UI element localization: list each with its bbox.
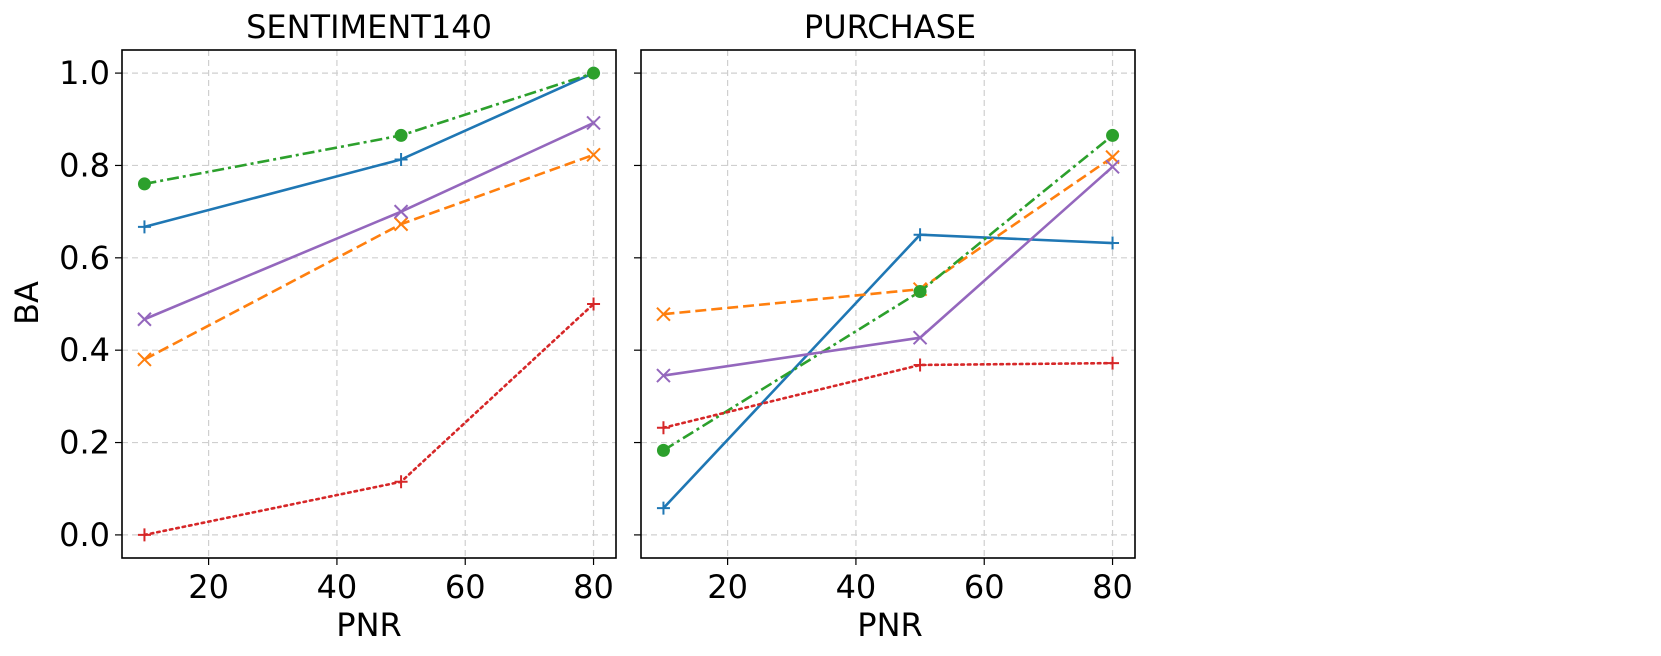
series-1	[137, 66, 601, 234]
data-point	[656, 306, 671, 322]
y-tick-label: 0.8	[59, 146, 110, 184]
series-2	[137, 147, 601, 367]
y-tick-label: 0.0	[59, 516, 110, 554]
data-point	[1106, 356, 1120, 370]
y-axis-label: BA	[8, 281, 46, 325]
data-point	[394, 152, 408, 166]
y-tick-label: 1.0	[59, 54, 110, 92]
chart-title: SENTIMENT140	[246, 8, 492, 46]
data-point	[912, 330, 928, 345]
plot-frame	[121, 49, 617, 559]
data-point	[656, 368, 671, 383]
data-point	[913, 285, 927, 299]
x-axis-label: PNR	[336, 606, 401, 644]
grid	[641, 50, 1135, 558]
plot-frame	[640, 49, 1136, 559]
grid	[122, 50, 616, 558]
x-tick-label: 20	[707, 568, 748, 606]
data-point	[394, 128, 408, 142]
data-point	[1106, 236, 1120, 250]
y-tick-label: 0.4	[59, 331, 110, 369]
data-point	[137, 220, 151, 234]
data-point	[137, 177, 151, 191]
x-tick-label: 40	[836, 568, 877, 606]
series-line	[663, 156, 1114, 316]
series-line	[662, 361, 1114, 430]
data-point	[656, 421, 670, 435]
x-tick-label: 40	[317, 568, 358, 606]
data-point	[913, 228, 927, 242]
series-line	[662, 233, 1113, 510]
series-3	[137, 66, 601, 191]
x-tick-label: 60	[445, 568, 486, 606]
series-4	[656, 356, 1120, 435]
series-3	[656, 128, 1120, 457]
data-point	[1106, 128, 1120, 142]
series-5	[656, 159, 1120, 383]
data-point	[586, 147, 601, 163]
data-point	[586, 115, 601, 131]
series-line	[663, 165, 1114, 377]
data-point	[587, 297, 601, 311]
data-point	[587, 66, 601, 80]
y-tick-label: 0.2	[59, 424, 110, 462]
series-line	[143, 121, 595, 321]
chart-panel-sentiment140: SENTIMENT140 BA PNR 20 40 60 80 0.0 0.2 0.4 0.6…	[8, 8, 617, 644]
x-tick-label: 80	[573, 568, 614, 606]
series-line	[143, 153, 594, 361]
data-point	[656, 501, 670, 515]
series-2	[656, 149, 1120, 322]
data-point	[1105, 159, 1120, 175]
x-tick-label: 80	[1092, 568, 1133, 606]
data-point	[137, 312, 152, 327]
x-axis-label: PNR	[857, 606, 922, 644]
data-point	[656, 443, 670, 457]
series-line	[143, 302, 595, 537]
y-tick-label: 0.6	[59, 239, 110, 277]
x-tick-label: 60	[964, 568, 1005, 606]
chart-title: PURCHASE	[804, 8, 976, 46]
x-tick-label: 20	[188, 568, 229, 606]
chart-panel-purchase: PURCHASE PNR 20 40 60 80	[634, 8, 1136, 644]
data-point	[913, 358, 927, 372]
series-4	[137, 297, 601, 542]
series-1	[656, 228, 1120, 515]
data-point	[137, 528, 151, 542]
data-point	[137, 352, 152, 367]
data-point	[393, 204, 409, 219]
data-point	[394, 475, 408, 489]
series-5	[137, 115, 601, 327]
data-point	[393, 216, 409, 232]
